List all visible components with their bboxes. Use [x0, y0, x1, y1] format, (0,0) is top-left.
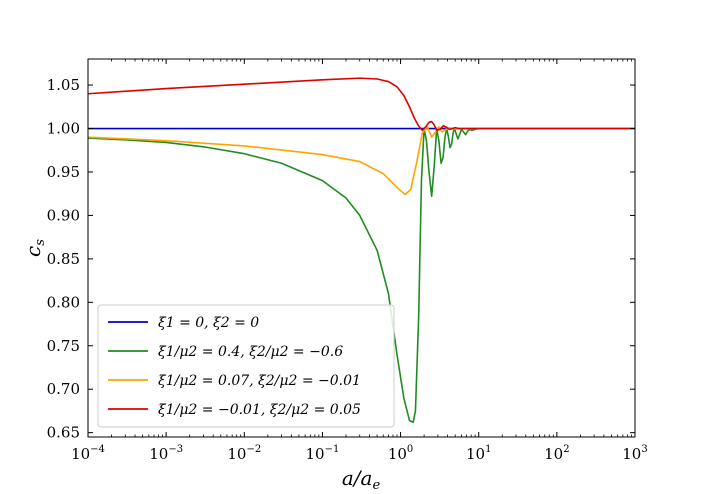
y-tick-label: 1.05	[47, 76, 80, 94]
y-tick-label: 0.85	[47, 250, 80, 268]
legend-label: ξ1 = 0, ξ2 = 0	[158, 315, 259, 331]
plot-frame	[87, 58, 636, 438]
y-tick-label: 0.90	[47, 206, 80, 224]
y-tick-label: 1.00	[47, 120, 80, 138]
series-line	[88, 127, 635, 424]
legend: ξ1 = 0, ξ2 = 0 ξ1/μ2 = 0.4, ξ2/μ2 = −0.6 ξ…	[97, 304, 395, 428]
legend-label: ξ1/μ2 = 0.4, ξ2/μ2 = −0.6	[158, 344, 343, 360]
x-tick-label: 103	[622, 444, 647, 463]
x-tick-label: 101	[466, 444, 491, 463]
x-tick-label: 10−1	[306, 444, 340, 463]
legend-label: ξ1/μ2 = −0.01, ξ2/μ2 = 0.05	[158, 402, 361, 418]
y-tick-label: 0.75	[47, 337, 80, 355]
x-tick-label: 102	[544, 444, 569, 463]
x-tick-label: 100	[388, 444, 413, 463]
ticks-layer: 10−4 10−3 10−2 10−1 100 101 102 103 0.65 0.70 0.75…	[47, 59, 648, 463]
legend-box	[97, 304, 395, 428]
series-line	[88, 77, 635, 132]
x-tick-label: 10−3	[149, 444, 183, 463]
y-tick-label: 0.95	[47, 163, 80, 181]
series-layer	[88, 77, 635, 424]
x-tick-label: 10−4	[71, 444, 105, 463]
legend-label: ξ1/μ2 = 0.07, ξ2/μ2 = −0.01	[158, 373, 361, 389]
x-tick-label: 10−2	[227, 444, 261, 463]
y-tick-label: 0.70	[47, 380, 80, 398]
y-tick-label: 0.80	[47, 293, 80, 311]
y-tick-label: 0.65	[47, 424, 80, 442]
